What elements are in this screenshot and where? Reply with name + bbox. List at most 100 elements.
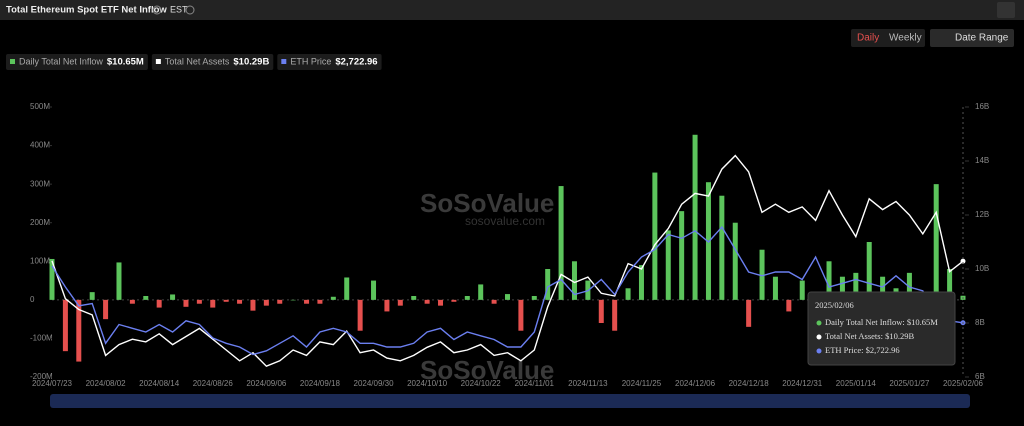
x-tick-label: 2024/11/01 [515,379,555,388]
x-tick-label: 2024/12/06 [675,379,716,388]
y2-tick-label: 10B [975,264,989,273]
bar [799,280,805,300]
legend-value: $10.65M [107,57,144,68]
bar [612,299,618,331]
x-tick-label: 2024/09/18 [300,379,341,388]
x-tick-label: 2024/09/06 [246,379,287,388]
bar [330,296,336,300]
bar [505,294,510,300]
bar [464,296,470,300]
period-toggle [851,29,925,47]
legend-item [151,54,274,70]
header-bar [0,0,1024,20]
title: Total Ethereum Spot ETF Net Inflow [6,5,167,16]
y-tick-label: 500M [30,102,50,111]
bar [478,284,484,300]
bar [571,261,577,300]
bar [719,195,725,300]
x-tick-label: 2024/10/10 [407,379,448,388]
tooltip-line: Total Net Assets: $10.29B [825,331,914,341]
y2-tick-label: 8B [975,318,985,327]
bar [451,299,457,302]
bar [491,299,497,304]
x-tick-label: 2024/09/30 [354,379,395,388]
bar [290,299,296,301]
weekly-button[interactable]: Weekly [889,33,922,44]
tooltip-line: ETH Price: $2,722.96 [825,345,900,355]
share-button[interactable] [997,2,1015,18]
x-tick-label: 2024/11/25 [622,379,662,388]
watermark: SoSoValue [420,355,554,385]
date-range-label: Date Range [955,33,1009,44]
date-range-button[interactable] [930,29,1014,47]
y2-tick-label: 14B [975,156,989,165]
x-tick-label: 2024/07/23 [32,379,73,388]
x-tick-label: 2024/08/02 [86,379,127,388]
bar [411,296,417,300]
bar [143,296,149,300]
bar [880,276,886,300]
bar [933,184,939,300]
legend-label: ETH Price [290,56,331,66]
bar [116,262,122,300]
bar [786,299,792,312]
bar [772,276,778,300]
bar [558,186,564,300]
y-tick-label: 300M [30,179,50,188]
bar [263,299,269,306]
bar [853,272,859,300]
bar [947,269,953,300]
x-tick-label: 2025/01/27 [889,379,930,388]
bar [598,299,604,323]
bar [665,230,671,300]
bar [103,299,109,320]
bar [250,299,256,311]
y-tick-label: -100M [30,334,53,343]
bar [277,299,283,304]
bar [826,261,832,300]
bar [746,299,752,327]
bar [156,299,162,308]
bar [732,222,738,300]
legend-swatch [281,59,287,64]
bar [317,299,323,304]
legend-swatch [155,59,161,64]
line [51,154,964,368]
x-tick-label: 2024/08/14 [139,379,180,388]
y2-tick-label: 6B [975,372,985,381]
legend-value: $10.29B [233,57,269,68]
legend-swatch [10,59,15,64]
bar [170,294,176,300]
legend-label: Daily Total Net Inflow [19,56,103,66]
bar [89,292,95,300]
x-tick-label: 2025/01/14 [836,379,877,388]
bar [839,276,845,300]
last-point [960,258,966,264]
bar [237,299,243,304]
bar [357,299,363,331]
bar [438,299,444,306]
x-tick-label: 2025/02/06 [943,379,984,388]
tooltip-line: Daily Total Net Inflow: $10.65M [825,317,938,327]
bar [397,299,403,306]
bar [638,265,644,300]
bar [652,172,658,300]
y-tick-label: -200M [30,372,53,381]
legend-item [277,54,382,70]
bar [531,296,537,300]
legend-value: $2,722.96 [335,57,377,68]
bar [759,249,765,300]
x-tick-label: 2024/11/13 [568,379,608,388]
bar [196,299,202,304]
bar [692,134,698,300]
info-icon [152,5,162,15]
navigator[interactable] [50,394,970,408]
line [51,225,964,356]
bar [183,299,189,307]
daily-button[interactable]: Daily [857,33,879,44]
watermark: SoSoValue [420,188,554,218]
bar [129,299,135,304]
y-tick-label: 100M [30,256,50,265]
